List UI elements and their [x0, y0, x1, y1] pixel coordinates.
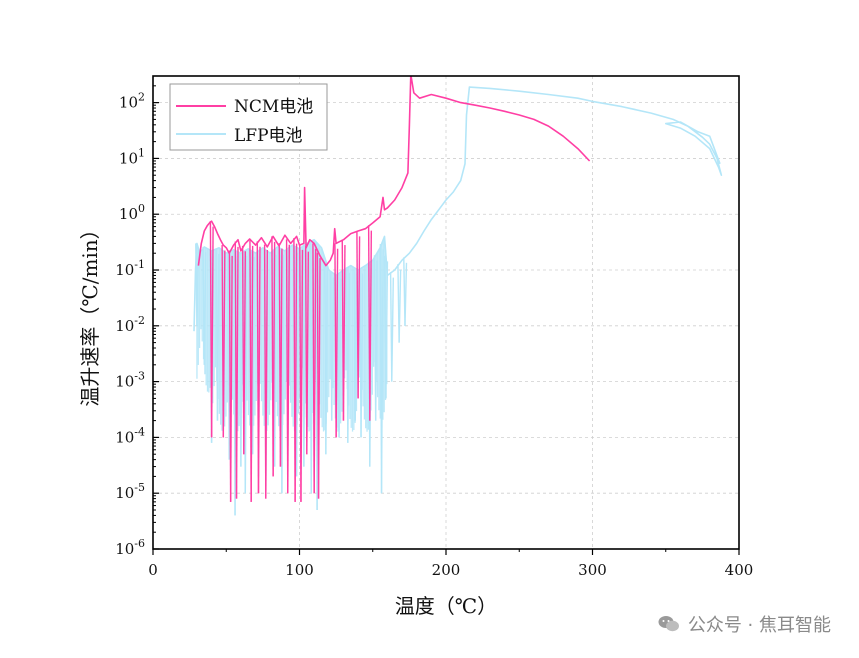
- y-tick-label: 10-3: [115, 370, 145, 391]
- series-spike: [243, 251, 247, 455]
- watermark-text: 公众号 · 焦耳智能: [687, 615, 831, 636]
- legend-label-ncm: NCM电池: [234, 97, 313, 117]
- x-tick-label: 200: [432, 561, 461, 579]
- x-tick-label: 400: [725, 561, 754, 579]
- y-tick-label: 102: [119, 91, 145, 112]
- series-spike: [317, 258, 321, 499]
- series-spike: [404, 262, 408, 326]
- series-spike: [369, 230, 373, 421]
- x-tick-label: 100: [285, 561, 314, 579]
- series-spike: [287, 244, 290, 494]
- y-tick-label: 10-6: [115, 537, 145, 558]
- y-tick-label: 10-4: [115, 425, 145, 446]
- legend-label-lfp: LFP电池: [234, 126, 303, 146]
- series-spike: [357, 236, 361, 399]
- y-tick-label: 10-5: [115, 481, 145, 502]
- series-spike: [250, 245, 254, 502]
- series-spike: [210, 226, 214, 438]
- series-line-lfp: [193, 86, 723, 332]
- series-spike: [342, 245, 346, 421]
- legend: NCM电池 LFP电池: [169, 83, 328, 151]
- x-tick-label: 300: [578, 561, 607, 579]
- series-spike: [272, 241, 276, 477]
- series-spike: [265, 249, 269, 499]
- series-layer: [193, 76, 723, 516]
- series-spike: [335, 248, 339, 438]
- y-tick-label: 10-2: [115, 314, 145, 335]
- watermark: 公众号 · 焦耳智能: [658, 611, 831, 637]
- x-tick-label: 0: [148, 561, 158, 579]
- series-spike: [300, 249, 304, 502]
- series-spike: [398, 269, 402, 343]
- wechat-icon: [658, 615, 680, 633]
- y-tick-label: 101: [119, 146, 145, 167]
- series-line-ncm: [197, 76, 591, 267]
- series-spike: [279, 248, 283, 467]
- series-spike: [222, 250, 226, 438]
- series-spike: [391, 277, 394, 382]
- series-spike: [235, 246, 239, 499]
- y-tick-label: 100: [119, 202, 145, 223]
- series-spike: [229, 255, 233, 502]
- series-spike: [306, 251, 310, 455]
- y-tick-label: 10-1: [115, 258, 145, 279]
- legend-box: [169, 83, 328, 151]
- axes: 10-6 10-5 10-4 10-3 10-2 10-1 100 101 102 0 100 200…: [115, 75, 754, 579]
- y-axis-title: 温升速率（℃/min）: [78, 219, 102, 406]
- series-spike: [257, 246, 261, 494]
- x-axis-title: 温度（℃）: [395, 594, 497, 618]
- series-spike: [313, 248, 317, 494]
- series-spike: [294, 243, 298, 502]
